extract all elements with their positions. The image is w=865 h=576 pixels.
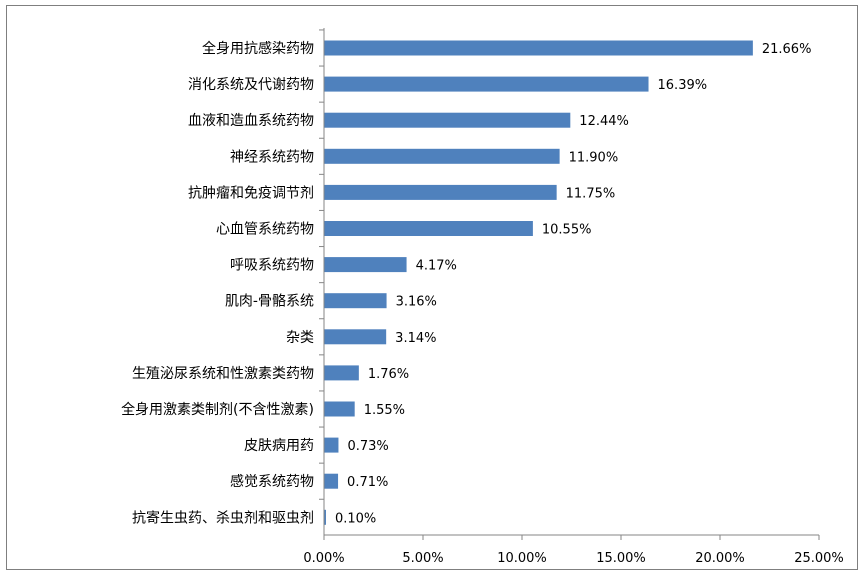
category-label: 呼吸系统药物 — [230, 258, 314, 274]
bar — [324, 76, 649, 92]
labels-layer: 0.00% 5.00% 10.00% 15.00% 20.00% 25.00% 全身用抗感染… — [121, 40, 844, 566]
value-label: 3.14% — [395, 331, 436, 346]
bar — [324, 257, 407, 273]
value-label: 3.16% — [396, 295, 437, 310]
bar — [324, 365, 359, 381]
x-tick-label: 25.00% — [794, 551, 844, 566]
bar — [324, 437, 339, 453]
bar — [324, 401, 355, 417]
value-label: 4.17% — [416, 259, 457, 274]
category-label: 血液和造血系统药物 — [188, 113, 314, 129]
chart-frame: 0.00% 5.00% 10.00% 15.00% 20.00% 25.00% 全身用抗感染… — [6, 5, 858, 570]
value-label: 16.39% — [658, 78, 708, 93]
value-label: 0.73% — [347, 439, 388, 454]
bar — [324, 329, 387, 345]
category-label: 生殖泌尿系统和性激素类药物 — [132, 365, 314, 382]
axis-layer — [319, 28, 820, 540]
value-label: 1.55% — [364, 403, 405, 418]
category-label: 抗肿瘤和免疫调节剂 — [188, 184, 314, 201]
value-label: 0.71% — [347, 475, 388, 490]
bar — [324, 221, 533, 236]
category-label: 神经系统药物 — [230, 149, 314, 165]
category-label: 杂类 — [286, 330, 314, 346]
category-label: 感觉系统药物 — [230, 473, 314, 490]
value-label: 11.90% — [569, 150, 619, 165]
category-label: 皮肤病用药 — [244, 438, 314, 454]
bar — [324, 293, 387, 309]
bar — [324, 184, 557, 200]
bar-chart: 0.00% 5.00% 10.00% 15.00% 20.00% 25.00% 全身用抗感染… — [121, 28, 844, 566]
category-label: 全身用抗感染药物 — [202, 40, 314, 57]
x-tick-label: 15.00% — [596, 551, 646, 566]
bar — [324, 148, 560, 164]
value-label: 11.75% — [566, 186, 616, 201]
x-tick-label: 5.00% — [402, 551, 443, 566]
bar — [324, 509, 326, 525]
x-tick-label: 20.00% — [695, 551, 745, 566]
x-tick-label: 10.00% — [497, 551, 547, 566]
value-label: 0.10% — [335, 511, 376, 526]
category-label: 全身用激素类制剂(不含性激素) — [121, 401, 314, 418]
x-tick-label: 0.00% — [303, 551, 344, 566]
category-label: 抗寄生虫药、杀虫剂和驱虫剂 — [132, 509, 314, 526]
bar — [324, 473, 339, 489]
bar — [324, 112, 571, 128]
value-label: 21.66% — [762, 42, 812, 57]
category-label: 肌肉-骨骼系统 — [225, 294, 314, 310]
value-label: 12.44% — [579, 114, 629, 129]
bar — [324, 40, 753, 56]
bars-layer — [324, 40, 753, 525]
value-label: 1.76% — [368, 367, 409, 382]
category-label: 消化系统及代谢药物 — [188, 77, 314, 93]
category-label: 心血管系统药物 — [216, 222, 314, 238]
value-label: 10.55% — [542, 223, 592, 238]
